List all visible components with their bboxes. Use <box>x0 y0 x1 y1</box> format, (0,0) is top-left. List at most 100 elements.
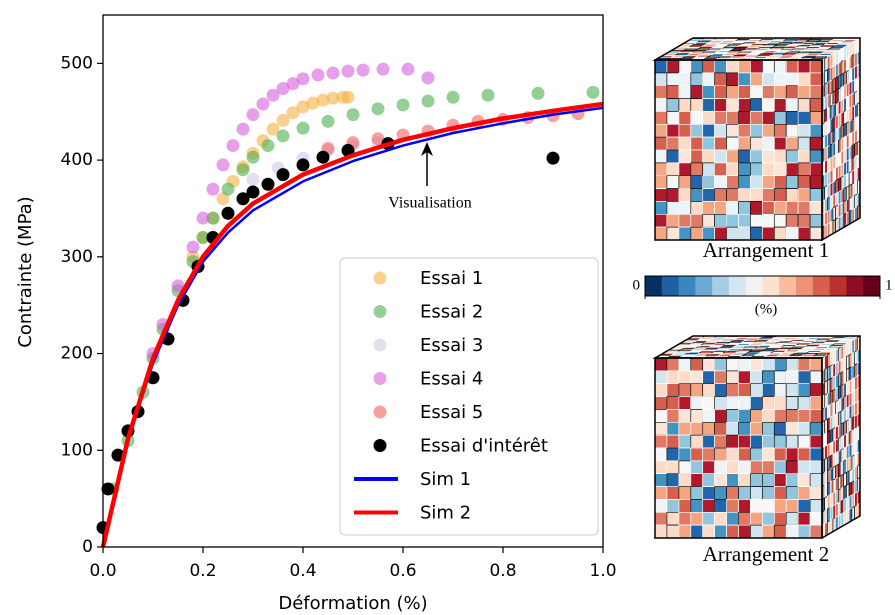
cube-cell <box>726 447 739 462</box>
cube-cell <box>654 59 668 74</box>
cube-cell <box>750 370 763 385</box>
cube-cell <box>702 421 715 436</box>
cube-cell <box>773 188 787 202</box>
cube-cell <box>851 454 855 470</box>
cube-cell <box>654 434 668 449</box>
cube-cell <box>797 59 811 74</box>
cube-cell <box>843 148 847 164</box>
cube-cell <box>762 111 775 125</box>
cube-cell <box>824 354 828 370</box>
data-point <box>296 100 310 114</box>
cube-cell <box>827 196 831 212</box>
cube-cell <box>726 59 739 74</box>
data-point <box>546 151 560 165</box>
data-point <box>326 66 340 80</box>
cube-cell <box>750 473 763 487</box>
cube-cell <box>848 170 853 187</box>
cube-cell <box>809 175 823 189</box>
cube-cell <box>797 370 811 385</box>
cube-cell <box>854 39 858 55</box>
cube-cell <box>843 356 847 372</box>
cube-cell <box>846 496 850 512</box>
cube-cell <box>846 483 850 499</box>
cube-cell <box>773 396 787 410</box>
data-point <box>206 182 220 196</box>
cube-cell <box>785 111 799 125</box>
cube-cell <box>750 383 763 397</box>
cube-cell <box>702 383 715 397</box>
colorbar-label: (%) <box>755 301 778 317</box>
cube-cell <box>666 72 680 87</box>
cube-cell <box>762 123 775 138</box>
cube-cell <box>840 46 845 63</box>
x-tick-label: 0.8 <box>489 561 516 581</box>
colorbar-swatch <box>728 276 747 296</box>
cube-cell <box>840 409 845 425</box>
cube-cell <box>773 421 787 436</box>
cube-cell <box>702 149 715 164</box>
colorbar-swatch <box>745 276 763 296</box>
cube-cell <box>654 473 668 487</box>
cube-cell <box>827 106 831 122</box>
x-tick-label: 0.4 <box>289 561 316 581</box>
cube-cell <box>843 212 847 228</box>
cube-cell <box>714 511 727 526</box>
cube-cell <box>835 75 839 92</box>
cube-cell <box>785 85 799 99</box>
cube-cell <box>762 396 775 410</box>
cube-cell <box>785 149 799 164</box>
cube-cell <box>851 390 855 406</box>
cube-cell <box>666 213 680 228</box>
colorbar-swatch <box>796 276 814 296</box>
cube-cell <box>848 494 853 510</box>
cube-cell <box>666 460 680 475</box>
cube-cell <box>832 90 836 106</box>
cube-cell <box>714 85 727 99</box>
cube-cell <box>835 412 839 428</box>
cube-caption: Arrangement 1 <box>703 238 830 262</box>
cube-cell <box>654 357 668 372</box>
cube-cell <box>854 478 858 494</box>
y-tick-label: 100 <box>61 440 93 460</box>
cube-cell <box>848 417 853 433</box>
cube-cell <box>851 130 855 147</box>
data-point <box>341 64 355 78</box>
cube-cell <box>678 524 692 539</box>
cube-cell <box>750 409 763 423</box>
cube-cell <box>846 380 850 396</box>
data-point <box>356 63 370 77</box>
cube-cell <box>738 460 751 475</box>
cube-cell <box>666 85 680 99</box>
cube-cell <box>829 104 834 121</box>
cube-cell <box>654 486 668 500</box>
data-point <box>306 96 320 110</box>
legend-swatch <box>373 405 387 419</box>
plot-area: 0.0 0.2 0.4 0.6 0.8 1.0 0 100 200 300 400 500 Essai … <box>61 14 617 581</box>
data-point <box>421 94 435 108</box>
cube-cell <box>738 111 751 125</box>
cube-cell <box>837 48 842 64</box>
cube-cell <box>829 117 834 133</box>
cube-cell <box>829 53 834 69</box>
cube-cell <box>762 162 775 177</box>
cube-cell <box>840 85 845 101</box>
cube-cell <box>785 409 799 423</box>
cube-cell <box>750 396 763 410</box>
data-point <box>196 211 210 225</box>
cube-cell <box>714 59 727 74</box>
cube-cell <box>827 442 831 459</box>
cube-cell <box>750 511 763 526</box>
cube-cell <box>854 349 858 366</box>
x-tick-label: 0.0 <box>89 561 116 581</box>
cube-cell <box>797 188 811 202</box>
cube-cell <box>714 524 727 539</box>
cube-cell <box>846 56 850 73</box>
x-axis-label: Déformation (%) <box>278 593 427 614</box>
cube-cell <box>797 447 811 462</box>
cube-cell <box>666 188 680 202</box>
cube-cell <box>854 362 858 379</box>
cube-cell <box>843 109 847 126</box>
cube-cell <box>843 45 847 61</box>
cube-cell <box>726 486 739 500</box>
cube-cell <box>840 370 845 387</box>
